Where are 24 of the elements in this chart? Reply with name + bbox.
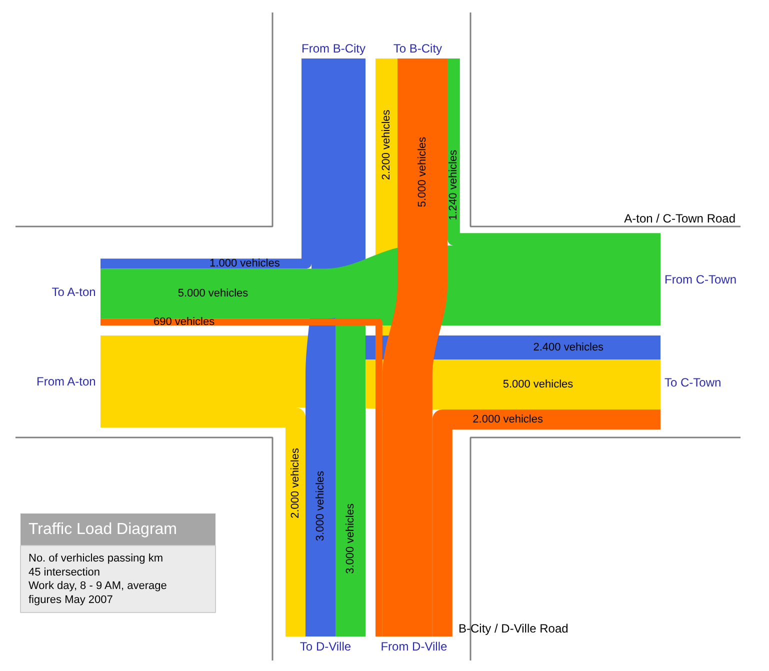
data-label: 5.000 vehicles	[502, 378, 574, 390]
data-label: 2.200 vehicles	[380, 109, 392, 180]
data-label: 690 vehicles	[153, 316, 216, 328]
data-label: 1.240 vehicles	[448, 149, 460, 220]
data-label: 5.000 vehicles	[178, 288, 249, 300]
category-label: To B-City	[393, 42, 442, 56]
text: Traffic Load Diagram	[28, 521, 178, 538]
series-label: From B-City	[302, 42, 366, 56]
series-label: From D-Ville	[380, 640, 448, 654]
data-label: 2.000 vehicles	[472, 414, 544, 426]
text: No. of verhicles passing km 45 intersection Work day, 8 - 9 AM, average figures May 2007	[28, 552, 167, 606]
series-label: From C-Town	[664, 272, 737, 286]
data-label: 3.000 vehicles	[344, 503, 356, 574]
text: B-City / D-Ville Road	[458, 622, 568, 636]
data-label: 3.000 vehicles	[314, 470, 326, 542]
category-label: To A-ton	[52, 285, 96, 300]
data-label: 2.000 vehicles	[290, 448, 302, 518]
text: A-ton / C-Town Road	[624, 212, 736, 226]
series-label: From A-ton	[36, 374, 96, 388]
data-label: 5.000 vehicles	[416, 136, 428, 208]
data-label: 1.000 vehicles	[210, 258, 280, 270]
data-label: 2.400 vehicles	[533, 342, 604, 354]
category-label: To C-Town	[664, 376, 722, 390]
category-label: To D-Ville	[300, 640, 352, 654]
